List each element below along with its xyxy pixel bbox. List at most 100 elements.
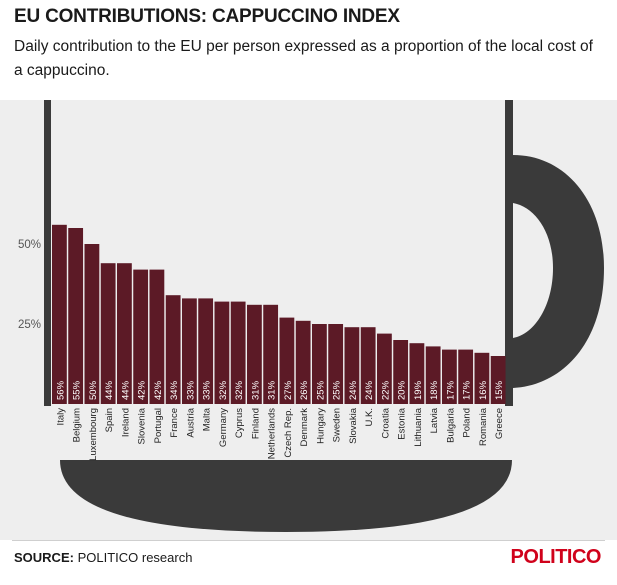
y-tick-label: 25% [18,319,41,331]
bar-value-label: 17% [462,380,473,400]
cup-right-wall [505,100,513,406]
bar-value-label: 56% [55,380,66,400]
category-labels: Italy Belgium Luxembourg Spain Ireland Sloven… [55,407,505,461]
category-label: Belgium [72,408,83,442]
cup-left-wall [44,100,51,406]
bar [165,295,181,404]
bar [214,301,230,404]
cup-handle-icon [513,155,604,388]
category-label: Finland [250,408,261,439]
category-label: Czech Rep. [283,408,294,458]
bar [279,317,295,404]
category-label: Poland [462,408,473,438]
bar-value-label: 44% [104,380,115,400]
bar-value-label: 44% [120,380,131,400]
y-tick-label: 50% [18,239,41,251]
bar-value-label: 34% [169,380,180,400]
y-axis-ticks: 25% 50% [18,239,41,331]
bar-value-label: 20% [397,380,408,400]
category-label: Malta [202,407,213,431]
bar [100,263,116,404]
category-label: Luxembourg [88,408,99,461]
bar-value-label: 42% [137,380,148,400]
bar [198,298,214,404]
source-label: SOURCE: [14,550,74,565]
bar [458,349,474,404]
bar-value-label: 33% [185,380,196,400]
bar [344,327,360,404]
source-note: SOURCE: POLITICO research [14,550,192,565]
cup-saucer-icon [60,460,512,532]
bar-value-label: 25% [315,380,326,400]
bar-value-label: 17% [445,380,456,400]
category-label: Latvia [429,407,440,433]
bar [52,224,67,404]
bar-value-label: 22% [380,380,391,400]
bar [393,340,409,404]
source-text: POLITICO research [77,550,193,565]
category-label: Romania [478,407,489,446]
category-label: Denmark [299,408,310,447]
bar [133,269,149,404]
bar-value-label: 33% [202,380,213,400]
category-label: Austria [185,407,196,437]
category-label: Estonia [397,407,408,439]
bar-value-label: 19% [413,380,424,400]
category-label: Sweden [332,408,343,442]
bar-value-label: 42% [153,380,164,400]
bar [68,228,84,404]
bar [149,269,165,404]
category-label: Ireland [120,408,131,437]
bar [247,304,262,404]
category-label: France [169,408,180,438]
category-label: Cyprus [234,408,245,438]
bar [442,349,457,404]
chart-title: EU CONTRIBUTIONS: CAPPUCCINO INDEX [14,6,400,27]
bar [182,298,197,404]
bar-value-label: 16% [478,380,489,400]
footer-divider [12,540,605,541]
bar-value-label: 25% [332,380,343,400]
category-label: Greece [494,408,505,439]
bar [474,352,490,404]
bar [360,327,376,404]
category-label: Slovakia [348,407,359,444]
bar [312,324,327,404]
category-label: Slovenia [137,407,148,444]
category-label: Bulgaria [445,407,456,443]
bar-value-label: 15% [494,380,505,400]
bar [377,333,392,404]
bars-group: 56% 55% 50% 44% 44% 42% 42% 34% 33% 33% 32% 32% 31% 3… [52,224,506,404]
category-label: Hungary [315,408,326,444]
bar-value-label: 18% [429,380,440,400]
bar [263,304,279,404]
bar [230,301,246,404]
bar-value-label: 32% [218,380,229,400]
bar-value-label: 27% [283,380,294,400]
category-label: Croatia [380,407,391,438]
bar [425,346,441,404]
bar-value-label: 26% [299,380,310,400]
category-label: Spain [104,408,115,432]
bar-value-label: 31% [250,380,261,400]
category-label: Lithuania [413,407,424,446]
category-label: Germany [218,408,229,447]
chart-subtitle: Daily contribution to the EU per person … [14,38,593,79]
bar [84,244,100,404]
bar-value-label: 24% [364,380,375,400]
category-label: Netherlands [267,408,278,459]
bar-value-label: 50% [88,380,99,400]
category-label: Italy [55,408,66,426]
bar [490,356,506,404]
bar-value-label: 32% [234,380,245,400]
bar [328,324,344,404]
category-label: Portugal [153,408,164,443]
bar-value-label: 31% [267,380,278,400]
bar [117,263,132,404]
politico-logo: POLITICO [510,546,602,568]
category-label: U.K. [364,408,375,426]
bar [409,343,425,404]
bar [295,320,311,404]
bar-value-label: 55% [72,380,83,400]
